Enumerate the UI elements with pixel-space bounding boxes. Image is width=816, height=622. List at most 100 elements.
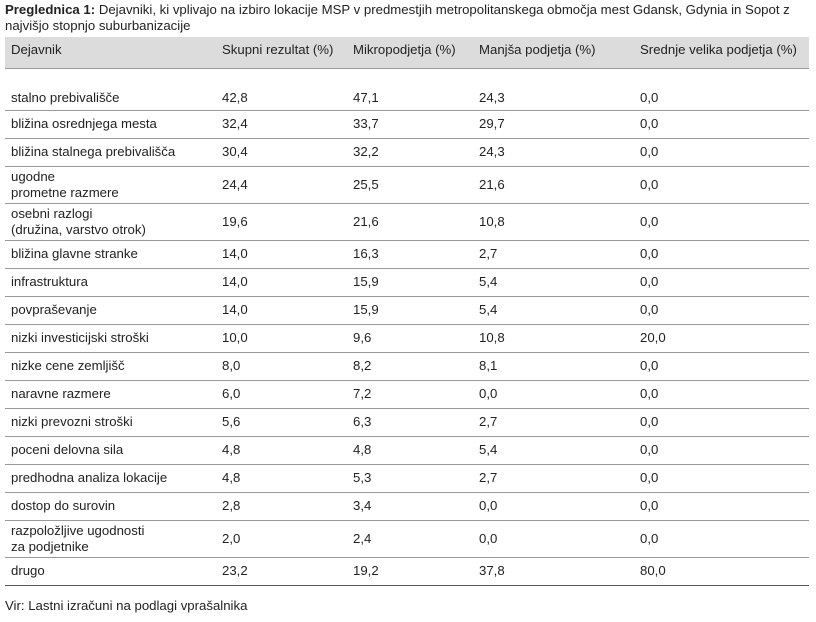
cell-micro: 7,2 (347, 380, 473, 409)
cell-medium: 0,0 (634, 240, 809, 269)
cell-medium: 0,0 (634, 380, 809, 409)
cell-factor: razpoložljive ugodnosti za podjetnike (5, 520, 216, 558)
cell-small: 2,7 (473, 408, 634, 437)
cell-small: 10,8 (473, 203, 634, 241)
cell-micro: 5,3 (347, 464, 473, 493)
data-table-container: Dejavnik Skupni rezultat (%) Mikropodjet… (5, 37, 809, 586)
cell-medium: 0,0 (634, 138, 809, 167)
cell-micro: 3,4 (347, 492, 473, 521)
cell-micro: 4,8 (347, 436, 473, 465)
cell-factor: stalno prebivališče (5, 68, 216, 111)
header-medium: Srednje velika podjetja (%) (634, 37, 809, 69)
cell-small: 2,7 (473, 464, 634, 493)
cell-small: 24,3 (473, 68, 634, 111)
factor-line: predhodna analiza lokacije (11, 470, 168, 485)
factor-line: bližina stalnega prebivališča (11, 144, 176, 159)
factor-line: povpraševanje (11, 302, 97, 317)
table-row: ugodne prometne razmere 24,4 25,5 21,6 0,0 (5, 166, 809, 204)
cell-total: 30,4 (216, 138, 347, 167)
cell-micro: 33,7 (347, 110, 473, 139)
cell-factor: dostop do surovin (5, 492, 216, 521)
cell-medium: 20,0 (634, 324, 809, 353)
cell-micro: 8,2 (347, 352, 473, 381)
cell-total: 2,8 (216, 492, 347, 521)
cell-micro: 9,6 (347, 324, 473, 353)
cell-small: 8,1 (473, 352, 634, 381)
cell-small: 0,0 (473, 520, 634, 558)
factor-line: za podjetnike (11, 538, 89, 554)
header-factor: Dejavnik (5, 37, 216, 69)
cell-factor: poceni delovna sila (5, 436, 216, 465)
cell-small: 0,0 (473, 492, 634, 521)
cell-total: 19,6 (216, 203, 347, 241)
cell-medium: 0,0 (634, 203, 809, 241)
cell-total: 10,0 (216, 324, 347, 353)
factor-line: ugodne (11, 168, 56, 184)
table-row: nizki investicijski stroški 10,0 9,6 10,8 20… (5, 324, 809, 353)
cell-medium: 0,0 (634, 110, 809, 139)
cell-total: 4,8 (216, 464, 347, 493)
cell-micro: 15,9 (347, 296, 473, 325)
table-row: osebni razlogi (družina, varstvo otrok) 19… (5, 203, 809, 241)
factor-line: bližina osrednjega mesta (11, 116, 157, 131)
table-row: stalno prebivališče 42,8 47,1 24,3 0,0 (5, 68, 809, 111)
cell-total: 14,0 (216, 240, 347, 269)
cell-micro: 15,9 (347, 268, 473, 297)
cell-small: 10,8 (473, 324, 634, 353)
table-row: drugo 23,2 19,2 37,8 80,0 (5, 557, 809, 586)
table-caption: Preglednica 1: Dejavniki, ki vplivajo na… (5, 2, 811, 34)
cell-factor: bližina stalnega prebivališča (5, 138, 216, 167)
cell-micro: 19,2 (347, 557, 473, 586)
cell-factor: drugo (5, 557, 216, 586)
cell-total: 24,4 (216, 166, 347, 204)
cell-medium: 0,0 (634, 68, 809, 111)
cell-factor: bližina glavne stranke (5, 240, 216, 269)
table-row: dostop do surovin 2,8 3,4 0,0 0,0 (5, 492, 809, 521)
cell-medium: 0,0 (634, 352, 809, 381)
cell-total: 8,0 (216, 352, 347, 381)
factor-line: poceni delovna sila (11, 442, 124, 457)
table-row: povpraševanje 14,0 15,9 5,4 0,0 (5, 296, 809, 325)
cell-medium: 0,0 (634, 464, 809, 493)
header-total: Skupni rezultat (%) (216, 37, 347, 69)
cell-small: 29,7 (473, 110, 634, 139)
cell-small: 0,0 (473, 380, 634, 409)
cell-medium: 0,0 (634, 408, 809, 437)
factor-line: infrastruktura (11, 274, 88, 289)
caption-text: Dejavniki, ki vplivajo na izbiro lokacij… (5, 2, 790, 33)
cell-micro: 2,4 (347, 520, 473, 558)
factor-line: stalno prebivališče (11, 89, 120, 105)
cell-small: 21,6 (473, 166, 634, 204)
cell-medium: 0,0 (634, 268, 809, 297)
cell-small: 24,3 (473, 138, 634, 167)
cell-medium: 80,0 (634, 557, 809, 586)
cell-medium: 0,0 (634, 492, 809, 521)
table-row: poceni delovna sila 4,8 4,8 5,4 0,0 (5, 436, 809, 465)
table-row: predhodna analiza lokacije 4,8 5,3 2,7 0,0 (5, 464, 809, 493)
cell-micro: 21,6 (347, 203, 473, 241)
header-micro: Mikropodjetja (%) (347, 37, 473, 69)
factor-line: razpoložljive ugodnosti (11, 522, 145, 538)
cell-small: 5,4 (473, 436, 634, 465)
factor-line: nizki investicijski stroški (11, 330, 149, 345)
factor-line: (družina, varstvo otrok) (11, 221, 146, 237)
caption-label: Preglednica 1: (5, 2, 96, 17)
factor-line: dostop do surovin (11, 498, 116, 513)
cell-total: 32,4 (216, 110, 347, 139)
factor-line: osebni razlogi (11, 205, 93, 221)
cell-micro: 6,3 (347, 408, 473, 437)
table-row: infrastruktura 14,0 15,9 5,4 0,0 (5, 268, 809, 297)
cell-factor: infrastruktura (5, 268, 216, 297)
cell-factor: nizki investicijski stroški (5, 324, 216, 353)
cell-factor: povpraševanje (5, 296, 216, 325)
cell-factor: ugodne prometne razmere (5, 166, 216, 204)
cell-total: 6,0 (216, 380, 347, 409)
cell-medium: 0,0 (634, 520, 809, 558)
cell-small: 5,4 (473, 296, 634, 325)
table-row: bližina glavne stranke 14,0 16,3 2,7 0,0 (5, 240, 809, 269)
cell-factor: nizke cene zemljišč (5, 352, 216, 381)
cell-micro: 16,3 (347, 240, 473, 269)
cell-small: 2,7 (473, 240, 634, 269)
table-row: bližina stalnega prebivališča 30,4 32,2 24,… (5, 138, 809, 167)
table-row: nizki prevozni stroški 5,6 6,3 2,7 0,0 (5, 408, 809, 437)
